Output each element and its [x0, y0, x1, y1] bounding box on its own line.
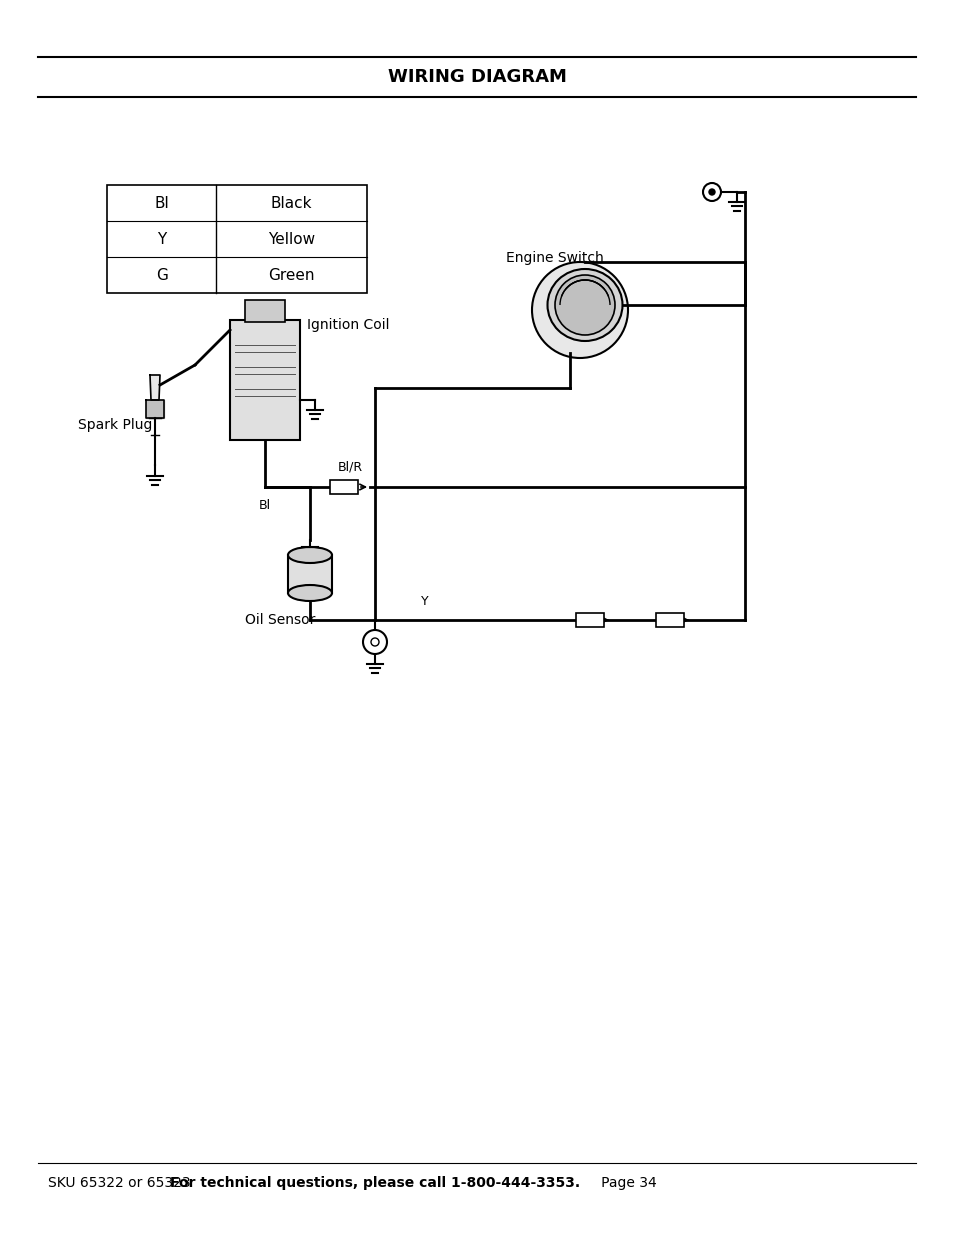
Text: Yellow: Yellow [268, 231, 314, 247]
Bar [330, 480, 357, 494]
Text: Engine Switch: Engine Switch [505, 251, 603, 266]
Circle shape [532, 262, 627, 358]
Ellipse shape [547, 269, 622, 341]
Text: Y: Y [420, 595, 428, 608]
Text: Bl/R: Bl/R [337, 461, 362, 474]
Bar [656, 613, 683, 627]
Text: Oil Sensor: Oil Sensor [245, 613, 315, 627]
Text: Page 34: Page 34 [587, 1176, 656, 1191]
Circle shape [363, 630, 387, 655]
Text: Bl: Bl [154, 195, 169, 210]
Text: WIRING DIAGRAM: WIRING DIAGRAM [387, 68, 566, 86]
Text: Spark Plug: Spark Plug [78, 417, 152, 432]
Circle shape [702, 183, 720, 201]
Text: Y: Y [157, 231, 166, 247]
Text: SKU 65322 or 65323: SKU 65322 or 65323 [48, 1176, 194, 1191]
Polygon shape [146, 400, 164, 417]
Text: Black: Black [271, 195, 312, 210]
Bar [230, 320, 299, 440]
Ellipse shape [288, 547, 332, 563]
Text: G: G [155, 268, 168, 283]
Circle shape [708, 189, 714, 195]
Bar [245, 300, 285, 322]
Circle shape [371, 638, 378, 646]
Circle shape [555, 275, 615, 335]
Ellipse shape [288, 585, 332, 601]
Bar [107, 185, 367, 293]
Bar [576, 613, 603, 627]
Text: Green: Green [268, 268, 314, 283]
Text: Ignition Coil: Ignition Coil [307, 317, 389, 332]
Bar [288, 555, 332, 593]
Text: For technical questions, please call 1-800-444-3353.: For technical questions, please call 1-8… [170, 1176, 579, 1191]
Text: Bl: Bl [258, 499, 271, 513]
Polygon shape [150, 375, 160, 400]
